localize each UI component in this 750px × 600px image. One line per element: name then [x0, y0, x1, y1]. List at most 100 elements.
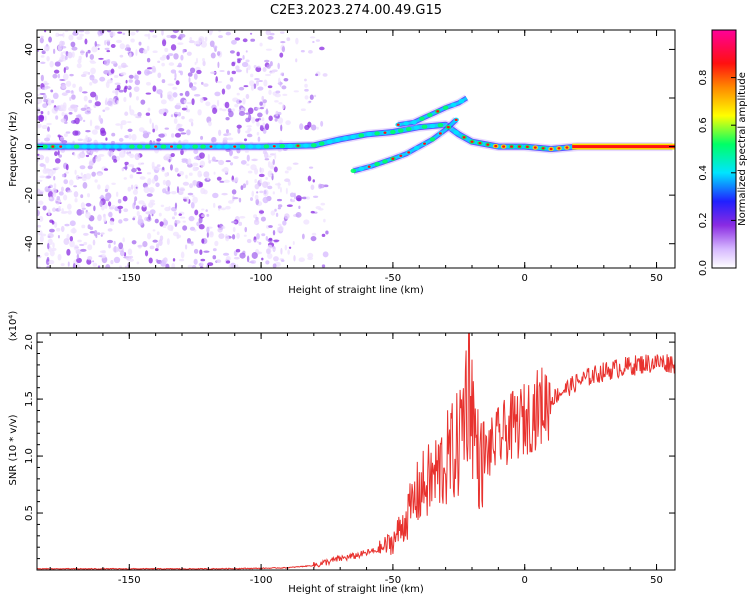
noise-speckle: [46, 134, 51, 139]
noise-speckle: [265, 236, 269, 241]
noise-speckle: [221, 226, 226, 230]
noise-speckle: [50, 89, 54, 93]
noise-speckle: [102, 250, 106, 254]
noise-speckle: [72, 83, 76, 88]
noise-speckle: [49, 249, 55, 257]
noise-speckle: [58, 191, 64, 196]
noise-speckle: [305, 196, 310, 200]
noise-speckle: [60, 225, 65, 233]
noise-speckle: [83, 241, 88, 246]
trace-peak: [510, 145, 514, 148]
snr-series-line: [37, 333, 675, 570]
noise-speckle: [166, 34, 172, 39]
noise-speckle: [97, 214, 102, 222]
noise-speckle: [288, 246, 292, 249]
noise-speckle: [80, 210, 85, 215]
noise-speckle: [180, 132, 187, 135]
noise-speckle: [177, 62, 182, 68]
noise-speckle: [63, 179, 69, 185]
noise-speckle: [309, 36, 316, 39]
noise-speckle: [193, 81, 197, 85]
noise-speckle: [140, 99, 146, 105]
noise-speckle: [163, 218, 167, 223]
noise-speckle: [86, 108, 93, 111]
noise-speckle: [161, 108, 165, 114]
trace-blob: [129, 144, 135, 149]
noise-speckle: [131, 166, 135, 169]
noise-speckle: [186, 51, 192, 56]
noise-speckle: [81, 91, 88, 94]
noise-speckle: [265, 48, 273, 51]
trace-blob: [279, 143, 285, 149]
noise-speckle: [253, 83, 257, 89]
noise-speckle: [64, 223, 70, 227]
trace-blob: [247, 144, 254, 149]
noise-speckle: [82, 71, 89, 75]
noise-speckle: [248, 261, 255, 264]
noise-speckle: [81, 150, 85, 155]
noise-speckle: [137, 162, 142, 166]
noise-speckle: [170, 34, 177, 39]
noise-speckle: [186, 129, 191, 136]
noise-speckle: [189, 226, 196, 231]
noise-speckle: [309, 94, 314, 100]
noise-speckle: [58, 59, 64, 62]
noise-speckle: [308, 100, 312, 103]
noise-speckle: [257, 65, 261, 68]
trace-peak: [407, 151, 411, 154]
noise-speckle: [38, 154, 45, 161]
noise-speckle: [174, 202, 178, 209]
noise-speckle: [257, 86, 264, 91]
noise-speckle: [106, 30, 112, 33]
noise-speckle: [310, 124, 317, 131]
noise-speckle: [194, 61, 197, 65]
noise-speckle: [221, 108, 227, 112]
trace-blob: [413, 125, 420, 130]
trace-peak: [169, 145, 173, 148]
noise-speckle: [124, 161, 129, 165]
noise-speckle: [203, 171, 210, 178]
noise-speckle: [146, 70, 153, 75]
noise-speckle: [245, 59, 250, 63]
noise-speckle: [149, 30, 155, 33]
noise-speckle: [265, 177, 268, 181]
noise-speckle: [264, 158, 270, 161]
noise-speckle: [255, 107, 261, 110]
noise-speckle: [55, 198, 62, 205]
noise-speckle: [156, 89, 163, 95]
spectrogram-y-tick-label: 20: [24, 92, 35, 105]
noise-speckle: [293, 255, 296, 262]
noise-speckle: [85, 211, 91, 219]
trace-blob: [263, 144, 270, 149]
noise-speckle: [273, 166, 278, 173]
noise-speckle: [147, 107, 151, 112]
noise-speckle: [80, 107, 87, 111]
noise-speckle: [190, 201, 195, 209]
spectrogram-x-ticks: -150 -100 -50 0 50: [49, 30, 663, 284]
noise-speckle: [260, 216, 266, 222]
noise-speckle: [103, 168, 109, 171]
noise-speckle: [61, 92, 68, 96]
noise-speckle: [76, 257, 82, 264]
colorbar-tick-label: 0.0: [698, 260, 709, 276]
noise-speckle: [261, 257, 264, 261]
noise-speckle: [146, 172, 152, 175]
noise-speckle: [140, 162, 145, 165]
noise-speckle: [72, 140, 75, 144]
noise-speckle: [162, 166, 165, 171]
noise-speckle: [171, 216, 176, 220]
noise-speckle: [139, 141, 146, 144]
noise-speckle: [218, 129, 222, 136]
noise-speckle: [37, 97, 43, 104]
noise-speckle: [146, 193, 153, 197]
noise-speckle: [318, 208, 324, 211]
noise-speckle: [142, 241, 148, 248]
noise-speckle: [149, 189, 153, 193]
noise-speckle: [125, 79, 128, 84]
noise-speckle: [212, 107, 218, 115]
noise-speckle: [68, 112, 73, 115]
noise-speckle: [89, 81, 93, 86]
noise-speckle: [161, 30, 164, 36]
noise-speckle: [148, 257, 153, 264]
noise-speckle: [151, 165, 156, 170]
